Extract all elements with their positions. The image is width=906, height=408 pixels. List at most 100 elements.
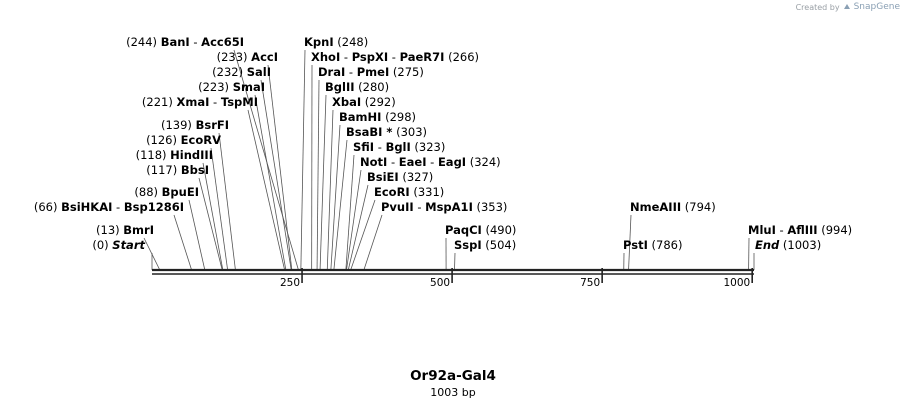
site-label-xbai[interactable]: XbaI (292) [332,95,396,109]
site-bsabi[interactable]: BsaBI * (303) [346,125,427,139]
site-name: PspXI [352,50,388,64]
site-label-sspi[interactable]: SspI (504) [454,238,516,252]
site-psti[interactable]: PstI (786) [623,238,682,252]
site-pos-sfii: (323) [411,140,446,154]
leader-line [260,79,292,271]
leader-line [347,184,369,271]
site-label-bpuei[interactable]: (88) BpuEI [134,185,199,199]
site-xbai[interactable]: XbaI (292) [332,95,396,109]
site-pos-hindiii: (118) [136,148,171,162]
site-label-bsrfi[interactable]: (139) BsrFI [161,118,229,132]
site-bbsi[interactable]: (117) BbsI [146,163,209,177]
site-pvuii[interactable]: PvuII - MspA1I (353) [381,200,507,214]
leader-line [300,49,306,271]
site-pos-paqci: (490) [482,223,517,237]
site-label-bbsi[interactable]: (117) BbsI [146,163,209,177]
leader-line [628,214,632,271]
site-label-bsihkai[interactable]: (66) BsiHKAI - Bsp1286I [34,200,184,214]
site-name: BbsI [181,163,209,177]
site-name: MluI [748,223,776,237]
site-hindiii[interactable]: (118) HindIII [136,148,213,162]
site-label-ecorv[interactable]: (126) EcoRV [146,133,221,147]
site-name: End [755,238,780,252]
site-label-end[interactable]: End (1003) [755,238,821,252]
site-label-sali[interactable]: (232) SalI [212,65,271,79]
site-label-bmri[interactable]: (13) BmrI [96,223,154,237]
site-pos-kpni: (248) [334,35,369,49]
site-bmri[interactable]: (13) BmrI [96,223,154,237]
site-sspi[interactable]: SspI (504) [454,238,516,252]
site-label-bani[interactable]: (244) BanI - Acc65I [126,35,244,49]
site-label-xhoi[interactable]: XhoI - PspXI - PaeR7I (266) [311,50,479,64]
site-label-pvuii[interactable]: PvuII - MspA1I (353) [381,200,507,214]
site-pos-ecori: (331) [410,185,445,199]
site-acci[interactable]: (233) AccI [217,50,278,64]
site-label-xmai[interactable]: (221) XmaI - TspMI [142,95,258,109]
site-label-bsiei[interactable]: BsiEI (327) [367,170,433,184]
leader-line [247,109,286,271]
site-kpni[interactable]: KpnI (248) [304,35,368,49]
site-xhoi[interactable]: XhoI - PspXI - PaeR7I (266) [311,50,479,64]
site-label-kpni[interactable]: KpnI (248) [304,35,368,49]
leader-line [254,94,287,271]
site-name: EcoRI [374,185,410,199]
site-name: BmrI [123,223,154,237]
leader-line [333,139,348,271]
map-length: 1003 bp [430,386,476,399]
site-label-start[interactable]: (0) Start [92,238,145,252]
site-label-noti[interactable]: NotI - EaeI - EagI (324) [360,155,501,169]
credit-prefix: Created by [795,2,840,12]
site-ecorv[interactable]: (126) EcoRV [146,133,221,147]
site-name: XhoI [311,50,340,64]
leader-line [316,79,320,271]
leader-line [218,132,236,271]
site-drai[interactable]: DraI - PmeI (275) [318,65,424,79]
site-pos-bmri: (13) [96,223,123,237]
leader-line [350,199,376,271]
site-pos-xhoi: (266) [444,50,479,64]
map-title: Or92a-Gal4 [410,368,496,384]
site-label-nmeaiii[interactable]: NmeAIII (794) [630,200,716,214]
site-name: SspI [454,238,482,252]
site-bglii[interactable]: BglII (280) [325,80,389,94]
site-noti[interactable]: NotI - EaeI - EagI (324) [360,155,501,169]
site-pos-noti: (324) [466,155,501,169]
site-ecori[interactable]: EcoRI (331) [374,185,444,199]
site-label-smai[interactable]: (223) SmaI [198,80,265,94]
leader-line [346,169,362,271]
site-smai[interactable]: (223) SmaI [198,80,265,94]
site-name: PaeR7I [400,50,445,64]
site-mlui[interactable]: MluI - AflIII (994) [748,223,852,237]
leader-line [173,214,192,271]
site-bamhi[interactable]: BamHI (298) [339,110,416,124]
site-start[interactable]: (0) Start [92,238,145,252]
site-sali[interactable]: (232) SalI [212,65,271,79]
site-bani[interactable]: (244) BanI - Acc65I [126,35,244,49]
site-label-hindiii[interactable]: (118) HindIII [136,148,213,162]
site-bpuei[interactable]: (88) BpuEI [134,185,199,199]
site-label-bglii[interactable]: BglII (280) [325,80,389,94]
site-bsihkai[interactable]: (66) BsiHKAI - Bsp1286I [34,200,184,214]
site-xmai[interactable]: (221) XmaI - TspMI [142,95,258,109]
site-name: AflIII [787,223,817,237]
site-pos-smai: (223) [198,80,233,94]
site-nmeaiii[interactable]: NmeAIII (794) [630,200,716,214]
site-pos-drai: (275) [389,65,424,79]
site-label-psti[interactable]: PstI (786) [623,238,682,252]
site-sfii[interactable]: SfiI - BglI (323) [353,140,445,154]
site-paqci[interactable]: PaqCI (490) [445,223,516,237]
site-label-sfii[interactable]: SfiI - BglI (323) [353,140,445,154]
site-label-bamhi[interactable]: BamHI (298) [339,110,416,124]
site-label-mlui[interactable]: MluI - AflIII (994) [748,223,852,237]
site-name: EcoRV [181,133,221,147]
leader-line [363,214,383,271]
site-bsrfi[interactable]: (139) BsrFI [161,118,229,132]
site-end[interactable]: End (1003) [755,238,821,252]
site-label-acci[interactable]: (233) AccI [217,50,278,64]
site-name: SfiI [353,140,374,154]
site-label-paqci[interactable]: PaqCI (490) [445,223,516,237]
site-label-bsabi[interactable]: BsaBI * (303) [346,125,427,139]
site-label-drai[interactable]: DraI - PmeI (275) [318,65,424,79]
site-label-ecori[interactable]: EcoRI (331) [374,185,444,199]
site-bsiei[interactable]: BsiEI (327) [367,170,433,184]
